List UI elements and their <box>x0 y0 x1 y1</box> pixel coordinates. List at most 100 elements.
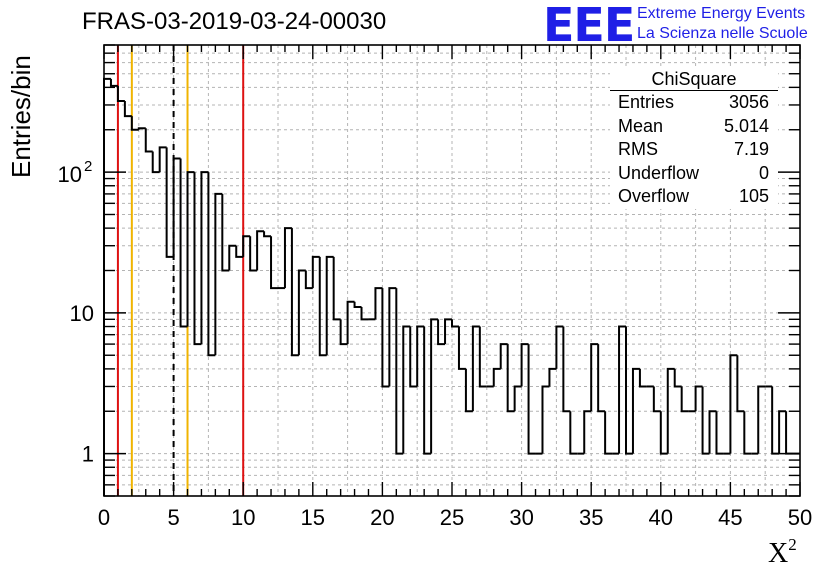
stats-title: ChiSquare <box>610 67 778 91</box>
histogram-bin <box>235 245 244 258</box>
histogram-bin <box>165 147 174 258</box>
x-tick-label: 25 <box>440 505 464 530</box>
histogram-bin <box>541 385 550 454</box>
histogram-bin <box>638 368 647 388</box>
histogram-bin <box>228 244 237 271</box>
x-axis-label-base: X <box>768 538 789 569</box>
x-tick-label: 50 <box>788 505 812 530</box>
histogram-bin <box>290 228 299 357</box>
histogram-bin <box>123 101 132 118</box>
histogram-bin <box>297 269 306 356</box>
histogram-bin <box>771 386 780 455</box>
histogram-bin <box>778 410 787 454</box>
histogram-bin <box>311 255 320 289</box>
histogram-bin <box>666 367 675 454</box>
histogram-bin <box>151 151 160 174</box>
histogram-bin <box>590 343 599 412</box>
histogram-bin <box>478 326 487 388</box>
histogram-bin <box>402 325 411 454</box>
x-tick-label: 35 <box>579 505 603 530</box>
histogram-bin <box>451 319 459 328</box>
histogram-bin <box>604 411 613 455</box>
stats-label: Overflow <box>618 186 690 206</box>
histogram-bin <box>172 157 181 257</box>
histogram-bin <box>409 326 418 388</box>
histogram-bin <box>179 158 188 328</box>
stats-row: Entries 3056 <box>610 91 778 115</box>
stats-row: Mean 5.014 <box>610 115 778 139</box>
x-tick-label: 30 <box>509 505 533 530</box>
stats-row: Underflow 0 <box>610 162 778 186</box>
x-tick-label: 45 <box>718 505 742 530</box>
histogram-bin <box>569 411 578 455</box>
histogram-bin <box>388 287 397 387</box>
histogram-bin <box>597 344 606 413</box>
stats-label: RMS <box>618 139 658 159</box>
histogram-bin <box>221 193 230 272</box>
stats-value: 105 <box>738 186 769 206</box>
histogram-bin <box>583 410 592 454</box>
histogram-bin <box>673 368 682 388</box>
stats-value: 5.014 <box>723 115 769 136</box>
x-tick-label: 5 <box>167 505 179 530</box>
histogram-bin <box>423 326 432 455</box>
stats-value: 0 <box>758 162 769 183</box>
histogram-bin <box>430 318 439 454</box>
histogram-bin <box>325 255 334 356</box>
histogram-bin <box>249 236 258 272</box>
histogram-bin <box>506 344 515 413</box>
histogram-bin <box>339 319 348 346</box>
axis-ticks <box>103 44 801 497</box>
histogram-bin <box>680 386 689 413</box>
histogram-bin <box>193 172 202 346</box>
histogram-bin <box>743 411 752 455</box>
histogram-bin <box>659 411 668 455</box>
x-tick-labels: 0 5 10 15 20 25 30 35 40 45 50 <box>98 505 812 530</box>
histogram-bin <box>652 386 661 413</box>
x-tick-label: 40 <box>649 505 673 530</box>
stats-label: Mean <box>618 115 664 136</box>
y-tick-label: 10 <box>58 162 82 187</box>
histogram-bin <box>346 300 355 345</box>
histogram-bin <box>618 325 626 454</box>
histogram-bin <box>207 172 216 357</box>
histogram-bin <box>625 326 633 455</box>
y-tick-label: 1 <box>82 442 94 467</box>
stats-value: 3056 <box>728 92 769 112</box>
histogram-bin <box>757 385 766 454</box>
logo-line-2: La Scienza nelle Scuole <box>637 25 808 42</box>
histogram-bin <box>555 325 564 369</box>
histogram-bin <box>736 355 745 413</box>
stats-label: Entries <box>618 92 675 112</box>
logo-line-1: Extreme Energy Events <box>637 5 806 22</box>
stats-value: 7.19 <box>733 139 769 159</box>
histogram-bin <box>109 78 118 87</box>
histogram-bin <box>492 367 501 387</box>
histogram-bin <box>631 367 640 454</box>
histogram-bin <box>374 287 383 320</box>
histogram-bin <box>103 77 111 496</box>
x-tick-label: 0 <box>98 505 110 530</box>
eee-logo: EEE <box>543 0 635 52</box>
histogram-bin <box>416 325 425 387</box>
histogram-bin <box>381 288 390 388</box>
histogram-bin <box>785 411 794 455</box>
x-tick-label: 20 <box>370 505 394 530</box>
histogram-bin <box>318 256 327 357</box>
stats-label: Underflow <box>618 162 700 183</box>
histogram-bin <box>116 85 125 103</box>
histogram-bin <box>186 171 195 327</box>
histogram-bin <box>437 319 446 346</box>
histogram-bin <box>520 343 529 387</box>
histogram-bin <box>513 385 522 412</box>
histogram-bin <box>464 368 473 413</box>
x-tick-label: 10 <box>231 505 255 530</box>
histogram-bin <box>130 116 139 131</box>
histogram-bin <box>395 288 404 455</box>
histogram-bin <box>708 410 717 454</box>
histogram-bin <box>144 128 153 153</box>
histogram-bin <box>729 354 738 454</box>
histogram-bin <box>701 386 710 455</box>
histogram-bin <box>527 344 536 455</box>
